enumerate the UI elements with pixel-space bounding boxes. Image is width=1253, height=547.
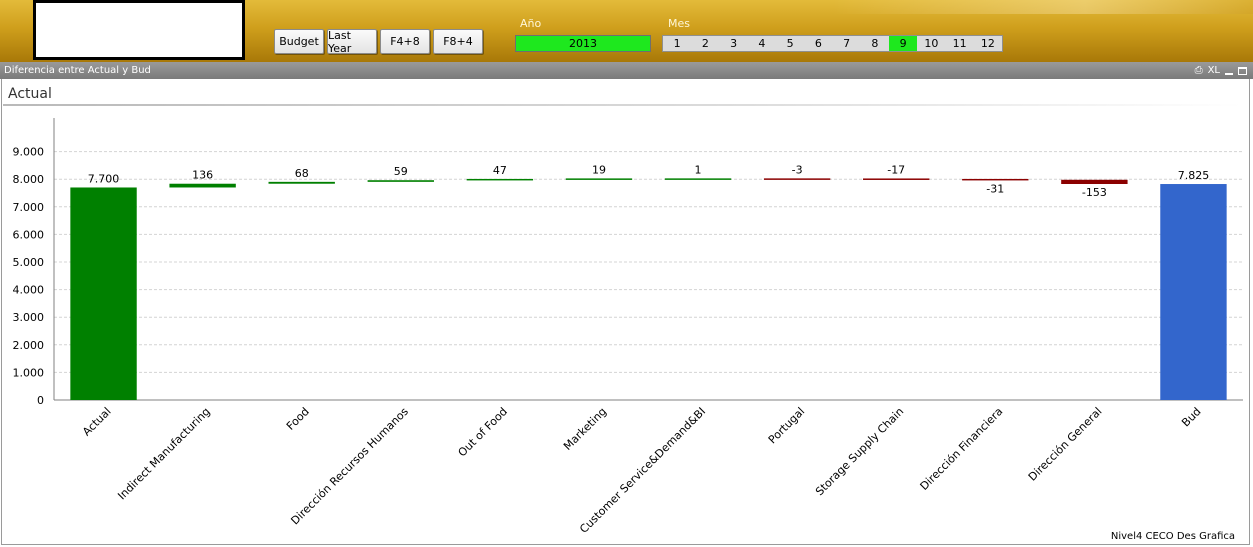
bar-3[interactable] [268,181,335,184]
f8-4-button[interactable]: F8+4 [433,29,483,54]
x-category-label: Actual [80,405,114,439]
x-category-label: Portugal [766,405,807,446]
x-category-label: Dirección General [1026,405,1105,484]
month-6[interactable]: 6 [814,37,822,50]
logo-frame [33,0,245,60]
y-tick-label: 6.000 [13,228,45,241]
bar-value-label: 7.700 [88,172,120,185]
y-tick-label: 2.000 [13,339,45,352]
month-1[interactable]: 1 [673,37,681,50]
y-tick-label: 5.000 [13,256,45,269]
month-8[interactable]: 8 [871,37,879,50]
top-toolbar: Budget Last Year F4+8 F8+4 Año 2013 Mes … [0,0,1253,62]
bar-value-label: 59 [394,165,408,178]
toolbar-highlight [833,0,1253,14]
bar-value-label: 47 [493,164,507,177]
bar-4[interactable] [367,180,434,182]
bar-value-label: 19 [592,163,606,176]
month-11[interactable]: 11 [952,37,967,50]
x-category-label: Bud [1179,405,1203,429]
x-category-label: Dirección Financiera [917,405,1005,493]
month-10[interactable]: 10 [924,37,939,50]
maximize-icon[interactable] [1238,66,1247,75]
panel-caption-text: Diferencia entre Actual y Bud [4,65,151,76]
y-tick-label: 7.000 [13,201,45,214]
x-category-label: Food [284,405,312,433]
x-category-label: Indirect Manufacturing [115,405,212,502]
bar-value-label: -3 [792,163,803,176]
last-year-button[interactable]: Last Year [327,29,377,55]
bar-value-label: 7.825 [1178,169,1210,182]
year-selector[interactable]: 2013 [515,35,651,52]
bar-12[interactable] [1160,184,1227,400]
bar-value-label: 68 [295,167,309,180]
bar-1[interactable] [70,187,137,400]
y-tick-label: 3.000 [13,311,45,324]
y-tick-label: 8.000 [13,173,45,186]
chart-title: Actual [8,86,52,102]
budget-button[interactable]: Budget [274,29,324,54]
minimize-icon[interactable] [1225,72,1233,75]
chart-panel [1,79,1250,545]
caption-icons: ⎙ XL [1195,62,1247,79]
bar-value-label: -17 [887,163,905,176]
xl-icon[interactable]: XL [1207,65,1220,76]
bar-value-label: -153 [1082,186,1107,199]
y-tick-label: 4.000 [13,284,45,297]
bar-10[interactable] [962,178,1029,181]
year-label: Año [520,17,542,30]
x-category-label: Out of Food [456,405,510,459]
month-5[interactable]: 5 [786,37,794,50]
bar-8[interactable] [763,178,831,180]
x-category-label: Marketing [561,405,609,453]
month-9[interactable]: 9 [889,36,918,51]
y-tick-label: 0 [37,394,44,407]
bar-6[interactable] [565,178,633,180]
bar-9[interactable] [863,178,930,180]
month-7[interactable]: 7 [843,37,851,50]
logo [36,3,242,57]
bar-value-label: 136 [192,169,213,182]
month-selector: 1 2 3 4 5 6 7 8 9 10 11 12 [662,35,1003,52]
y-tick-label: 9.000 [13,146,45,159]
bar-value-label: -31 [986,182,1004,195]
bar-value-label: 1 [695,163,702,176]
month-4[interactable]: 4 [758,37,766,50]
bar-2[interactable] [169,183,236,188]
month-2[interactable]: 2 [701,37,709,50]
bar-7[interactable] [664,178,732,180]
print-icon[interactable]: ⎙ [1194,65,1203,76]
footer-label: Nivel4 CECO Des Grafica [1110,531,1235,542]
month-3[interactable]: 3 [730,37,738,50]
month-label: Mes [668,17,690,30]
title-divider [3,104,1243,106]
panel-caption-bar: Diferencia entre Actual y Bud ⎙ XL [0,62,1253,79]
bar-5[interactable] [466,178,534,181]
month-12[interactable]: 12 [980,37,995,50]
f4-8-button[interactable]: F4+8 [380,29,430,54]
bar-11[interactable] [1061,179,1128,185]
y-tick-label: 1.000 [13,366,45,379]
x-category-label: Storage Supply Chain [813,405,906,498]
x-category-label: Dirección Recursos Humanos [288,405,411,528]
